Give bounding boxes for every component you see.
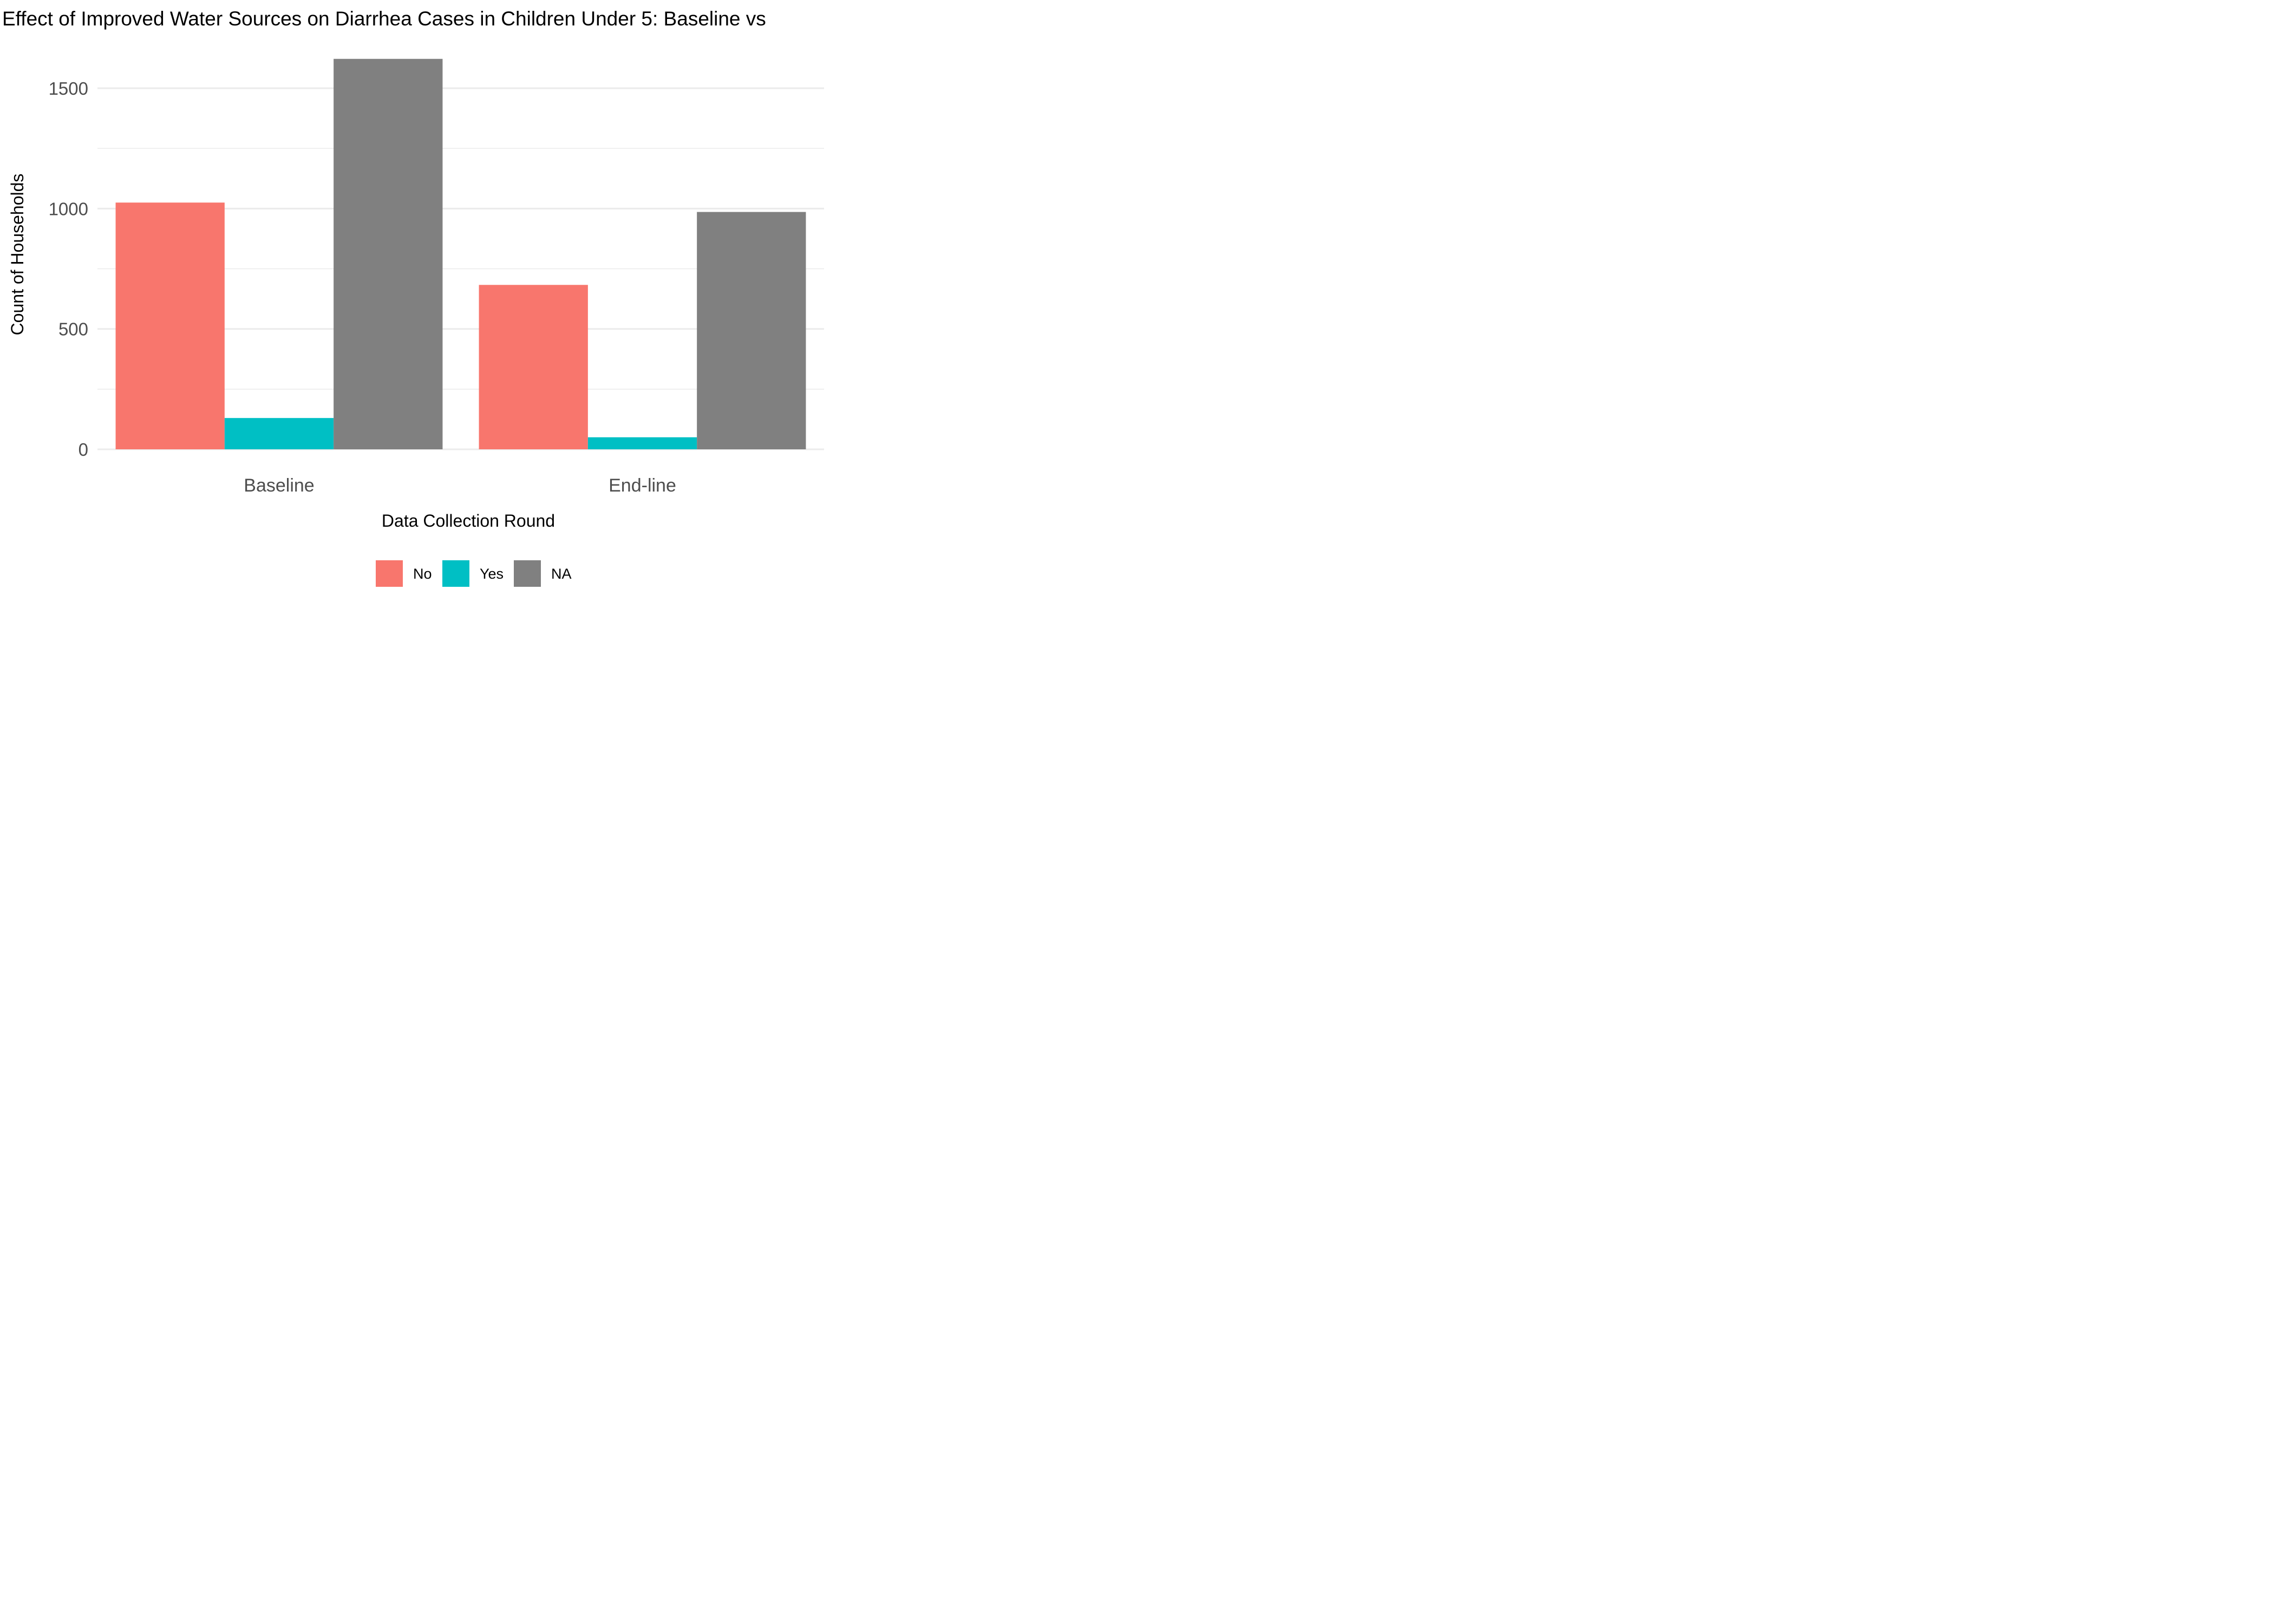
- bar-no-baseline: [115, 202, 225, 449]
- chart-title: Effect of Improved Water Sources on Diar…: [2, 8, 766, 30]
- y-tick-label: 1000: [49, 199, 88, 219]
- legend-label: NA: [551, 566, 572, 582]
- x-axis-title: Data Collection Round: [382, 511, 555, 531]
- legend-item-na: NA: [514, 560, 572, 587]
- legend-swatch: [514, 560, 541, 587]
- x-tick-label: Baseline: [244, 475, 314, 496]
- x-tick-label: End-line: [609, 475, 676, 496]
- y-tick-label: 500: [58, 319, 88, 339]
- legend: No Yes NA: [376, 560, 572, 587]
- legend-item-no: No: [376, 560, 432, 587]
- bar-chart: Effect of Improved Water Sources on Diar…: [2, 8, 824, 587]
- legend-label: No: [413, 566, 432, 582]
- bar-na-baseline: [334, 58, 443, 449]
- y-tick-label: 0: [79, 440, 88, 460]
- y-axis-title: Count of Households: [8, 174, 27, 336]
- legend-label: Yes: [480, 566, 504, 582]
- bar-yes-baseline: [224, 418, 334, 449]
- x-axis-tick-labels: Baseline End-line: [244, 475, 676, 496]
- chart-container: Effect of Improved Water Sources on Diar…: [0, 0, 849, 595]
- legend-swatch: [376, 560, 403, 587]
- bars: [115, 58, 806, 449]
- bar-no-end-line: [479, 285, 588, 449]
- y-axis-tick-labels: 0 500 1000 1500: [49, 78, 88, 460]
- bar-na-end-line: [697, 212, 806, 449]
- legend-item-yes: Yes: [442, 560, 504, 587]
- legend-swatch: [442, 560, 469, 587]
- y-tick-label: 1500: [49, 78, 88, 99]
- bar-yes-end-line: [587, 437, 697, 449]
